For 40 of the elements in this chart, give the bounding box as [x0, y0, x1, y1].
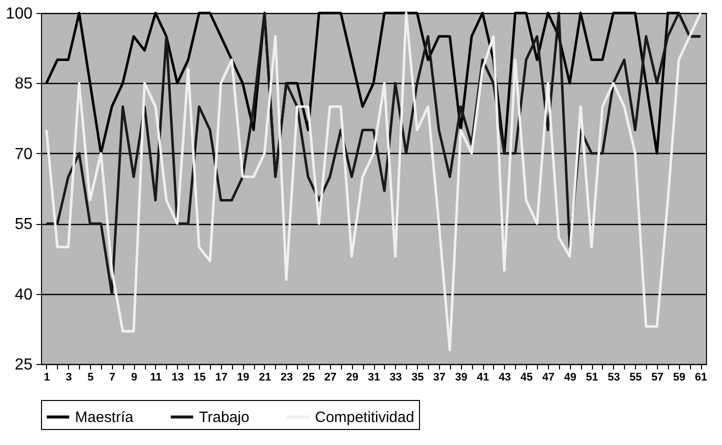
x-tick-label: 1: [44, 372, 50, 384]
x-tick-label: 13: [172, 372, 184, 384]
x-tick-label: 49: [564, 372, 576, 384]
x-tick-label: 23: [280, 372, 293, 384]
x-tick-label: 45: [520, 372, 533, 384]
x-tick-label: 35: [411, 372, 424, 384]
x-tick-label: 39: [455, 372, 468, 384]
x-tick-label: 3: [66, 372, 72, 384]
x-tick-label: 33: [390, 372, 402, 384]
x-tick-label: 17: [215, 372, 228, 384]
x-tick-label: 41: [476, 372, 490, 384]
x-tick-label: 51: [586, 372, 598, 384]
x-tick-label: 47: [542, 372, 555, 384]
x-tick-label: 7: [109, 372, 116, 384]
x-tick-label: 43: [498, 372, 511, 384]
x-tick-label: 55: [630, 372, 642, 384]
x-tick-label: 29: [346, 372, 358, 384]
y-tick-label: 55: [14, 216, 33, 234]
x-tick-label: 27: [324, 372, 337, 384]
y-tick-label: 85: [14, 76, 33, 93]
y-tick-label: 100: [6, 6, 33, 22]
x-tick-label: 19: [237, 372, 250, 384]
x-tick-label: 11: [150, 372, 162, 384]
x-tick-label: 61: [694, 372, 708, 384]
legend-label: Trabajo: [199, 409, 250, 426]
x-tick-label: 31: [368, 372, 380, 384]
line-series: [45, 12, 702, 352]
x-tick-label: 15: [193, 372, 206, 384]
x-tick-label: 57: [651, 372, 664, 384]
y-tick-label: 70: [14, 146, 33, 163]
x-tick-label: 5: [87, 372, 94, 384]
x-tick-label: 53: [608, 372, 620, 384]
x-tick-label: 25: [302, 372, 315, 384]
legend-label: Maestría: [75, 409, 134, 426]
x-tick-label: 37: [433, 372, 446, 384]
legend-label: Competitividad: [315, 409, 414, 426]
y-tick-label: 40: [14, 286, 33, 304]
x-tick-label: 21: [258, 372, 272, 384]
x-tick-label: 9: [131, 372, 138, 384]
x-tick-label: 59: [673, 372, 686, 384]
